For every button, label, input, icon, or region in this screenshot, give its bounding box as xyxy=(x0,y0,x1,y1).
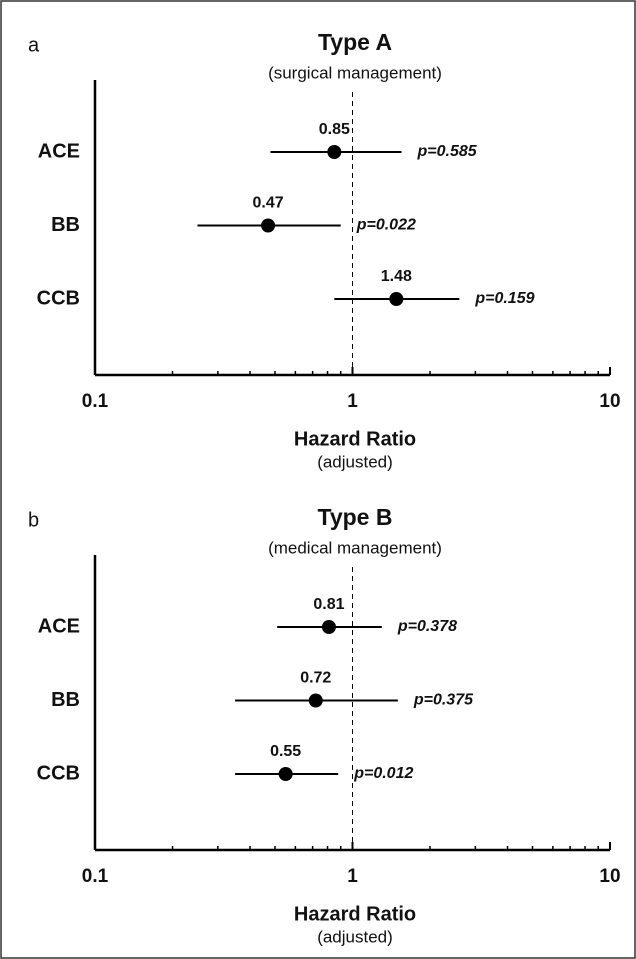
value-label: 0.47 xyxy=(252,195,283,212)
value-label: 0.72 xyxy=(300,670,331,687)
chart-subtitle: (surgical management) xyxy=(268,63,442,82)
chart-title: Type A xyxy=(318,29,392,55)
point-estimate xyxy=(321,620,336,634)
p-value-label: p=0.585 xyxy=(417,143,478,160)
category-label: ACE xyxy=(38,615,80,637)
p-value-label: p=0.375 xyxy=(413,692,474,709)
p-value-label: p=0.159 xyxy=(474,290,534,307)
x-tick-label: 1 xyxy=(347,391,358,412)
p-value-label: p=0.022 xyxy=(356,217,416,234)
category-label: BB xyxy=(51,214,80,236)
chart-subtitle: (medical management) xyxy=(268,538,442,557)
point-estimate xyxy=(327,145,342,159)
p-value-label: p=0.012 xyxy=(353,765,413,782)
panel-label: a xyxy=(28,34,40,56)
point-estimate xyxy=(261,218,276,233)
panel-label: b xyxy=(28,509,39,531)
x-tick-label: 10 xyxy=(599,391,620,412)
category-label: BB xyxy=(51,689,80,711)
value-label: 0.55 xyxy=(270,743,301,760)
point-estimate xyxy=(308,693,323,708)
chart-title: Type B xyxy=(318,504,393,530)
x-axis-note: (adjusted) xyxy=(317,452,393,471)
value-label: 1.48 xyxy=(381,268,412,285)
x-tick-label: 0.1 xyxy=(82,866,109,887)
category-label: ACE xyxy=(38,140,80,162)
x-tick-label: 1 xyxy=(347,866,358,887)
category-label: CCB xyxy=(37,762,80,784)
x-axis-note: (adjusted) xyxy=(317,927,393,946)
value-label: 0.81 xyxy=(313,596,344,613)
x-tick-label: 0.1 xyxy=(82,391,109,412)
point-estimate xyxy=(278,767,293,781)
x-axis-label: Hazard Ratio xyxy=(294,428,416,450)
x-tick-label: 10 xyxy=(599,866,620,887)
p-value-label: p=0.378 xyxy=(397,618,457,635)
point-estimate xyxy=(389,292,404,306)
category-label: CCB xyxy=(37,287,80,309)
value-label: 0.85 xyxy=(319,121,350,138)
x-axis-label: Hazard Ratio xyxy=(294,903,416,925)
